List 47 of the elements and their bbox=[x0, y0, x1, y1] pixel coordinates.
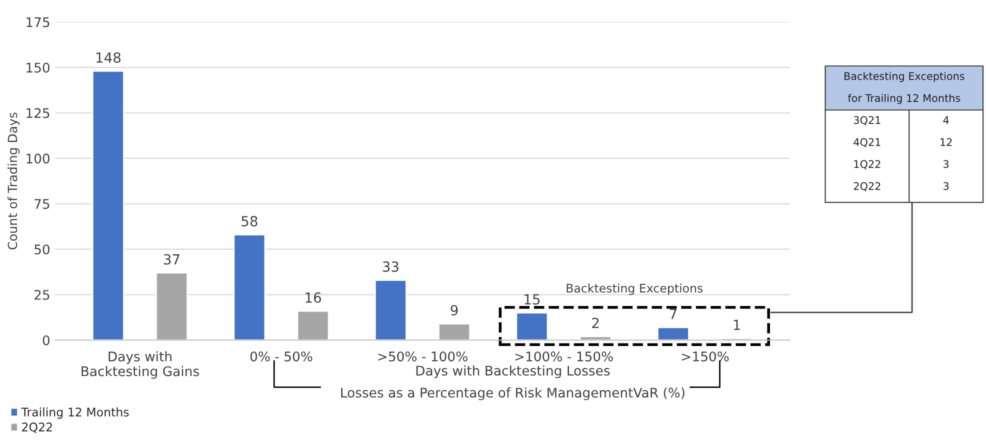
y-tick-label: 100 bbox=[26, 154, 50, 164]
text: 3Q21 bbox=[854, 116, 880, 126]
text: Days with Backtesting Losses bbox=[416, 365, 610, 378]
text: Backtesting Exceptions bbox=[844, 72, 964, 82]
text: 4Q21 bbox=[854, 138, 880, 148]
legend-label: 2Q22 bbox=[22, 422, 52, 433]
annotation: Backtesting Exceptions bbox=[566, 284, 703, 295]
bar bbox=[657, 326, 690, 340]
text: 12 bbox=[940, 138, 952, 146]
text: 2Q22 bbox=[854, 182, 880, 192]
y-tick-label: 150 bbox=[26, 62, 50, 73]
data-label: 33 bbox=[382, 261, 398, 272]
data-label: 1 bbox=[734, 320, 740, 330]
y-tick-label: 25 bbox=[34, 290, 50, 300]
y-tick-label: 0 bbox=[42, 335, 50, 346]
text: for Trailing 12 Months bbox=[848, 94, 960, 104]
data-label: 15 bbox=[524, 294, 540, 305]
data-label: 37 bbox=[164, 254, 180, 265]
data-label: 7 bbox=[670, 308, 676, 319]
x-tick-label: >150% bbox=[682, 351, 729, 362]
bar bbox=[438, 323, 471, 340]
y-tick-label: 50 bbox=[34, 244, 50, 254]
y-tick-label: 75 bbox=[34, 199, 50, 209]
text: 4 bbox=[943, 116, 949, 124]
text: 1Q22 bbox=[854, 160, 880, 170]
bar bbox=[92, 70, 124, 340]
data-label: 148 bbox=[96, 52, 120, 63]
data-label: 16 bbox=[306, 292, 321, 303]
y-tick-label: 125 bbox=[26, 108, 50, 118]
x-tick-label: Days with Backtesting Gains bbox=[82, 351, 199, 379]
data-label: 9 bbox=[450, 305, 458, 316]
x-tick-label: >50% - 100% bbox=[378, 351, 468, 362]
bar bbox=[516, 312, 548, 340]
text: 3 bbox=[944, 160, 949, 168]
data-label: 2 bbox=[592, 318, 599, 328]
text: 3 bbox=[944, 182, 949, 190]
y-axis-title: Count of Trading Days bbox=[8, 112, 20, 250]
x-tick-label: >100% - 150% bbox=[515, 351, 613, 362]
data-label: 58 bbox=[242, 216, 258, 226]
y-tick-label: 175 bbox=[26, 17, 50, 28]
bar bbox=[374, 279, 407, 340]
bar bbox=[233, 234, 266, 340]
bar bbox=[296, 310, 330, 340]
text: Losses as a Percentage of Risk ManagementVaR (%) bbox=[341, 387, 684, 400]
x-tick-label: 0% - 50% bbox=[250, 351, 312, 362]
legend-label: Trailing 12 Months bbox=[21, 407, 129, 419]
bar bbox=[156, 272, 188, 340]
